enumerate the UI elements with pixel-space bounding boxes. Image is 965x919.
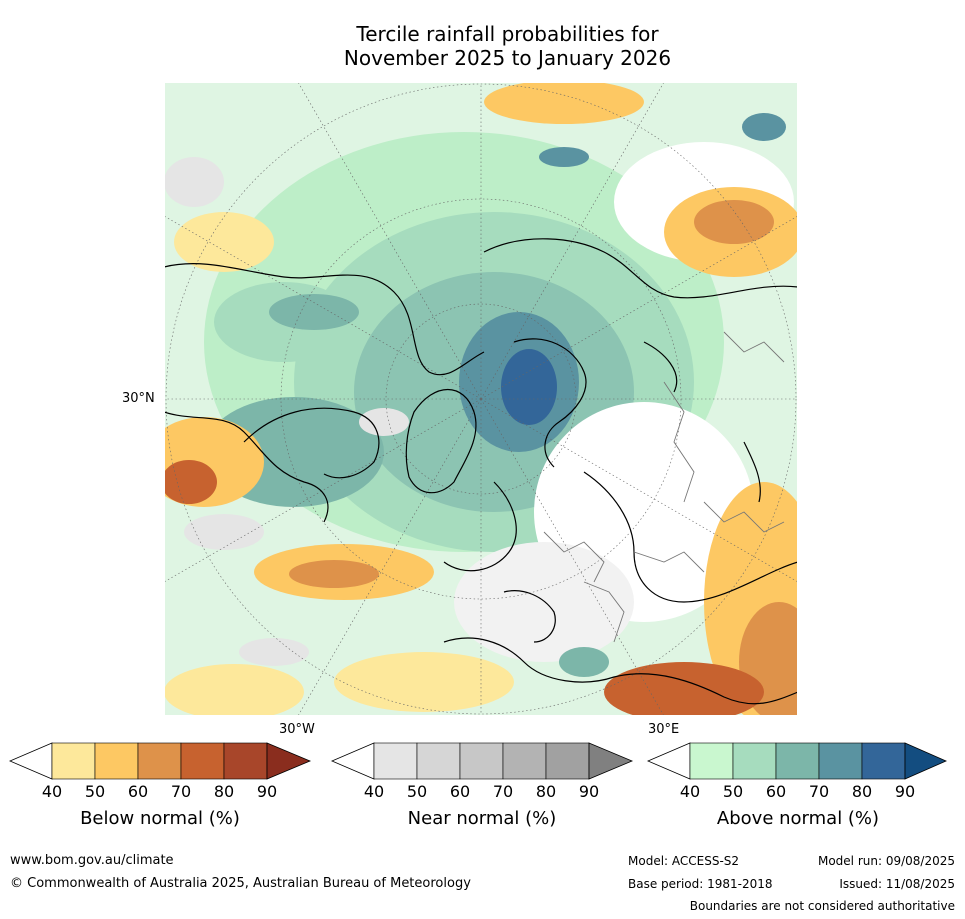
colorbar-near-tick: 90 (578, 782, 600, 801)
colorbar-near-seg-4 (502, 742, 547, 780)
footer-model-run: Model run: 09/08/2025 (817, 854, 955, 868)
coastlines (164, 238, 798, 705)
map-svg (164, 82, 798, 716)
latitude-label: 30°N (122, 391, 155, 406)
colorbar-above-high-arrow (904, 742, 947, 780)
colorbar-below-seg-5 (223, 742, 268, 780)
colorbar-below-seg-3 (137, 742, 182, 780)
colorbar-near-high-arrow (588, 742, 634, 780)
title-line-1: Tercile rainfall probabilities for (356, 22, 659, 46)
colorbar-below-tick: 60 (127, 782, 149, 801)
colorbar-near-tick: 70 (492, 782, 514, 801)
colorbar-below-normal (8, 742, 312, 780)
probability-shading (164, 82, 798, 716)
colorbar-near-tick: 40 (363, 782, 385, 801)
colorbar-above-title: Above normal (%) (716, 808, 880, 829)
colorbar-below-tick: 90 (256, 782, 278, 801)
footer-url: www.bom.gov.au/climate (10, 853, 174, 868)
colorbar-near-seg-1 (373, 742, 418, 780)
colorbar-below-tick: 40 (41, 782, 63, 801)
footer-base-period: Base period: 1981-2018 (628, 877, 773, 891)
colorbar-below-seg-2 (94, 742, 139, 780)
colorbar-near-tick: 80 (535, 782, 557, 801)
colorbar-above-svg (646, 742, 947, 780)
colorbar-below-tick: 80 (213, 782, 235, 801)
colorbar-near-tick: 50 (406, 782, 428, 801)
colorbar-below-low-arrow (8, 742, 53, 780)
colorbar-above-tick: 80 (851, 782, 873, 801)
colorbar-near-svg (330, 742, 634, 780)
colorbar-above-tick: 40 (679, 782, 701, 801)
colorbar-near-low-arrow (330, 742, 375, 780)
colorbar-near-tick: 60 (449, 782, 471, 801)
colorbar-below-seg-4 (180, 742, 225, 780)
colorbar-above-seg-3 (775, 742, 820, 780)
colorbar-below-seg-1 (51, 742, 96, 780)
colorbar-below-tick: 70 (170, 782, 192, 801)
colorbar-above-seg-5 (861, 742, 906, 780)
colorbar-above-normal (646, 742, 948, 780)
polar-probability-map (164, 82, 798, 716)
footer-model: Model: ACCESS-S2 (628, 854, 740, 868)
colorbar-below-high-arrow (266, 742, 312, 780)
colorbar-near-seg-2 (416, 742, 461, 780)
colorbar-near-normal (330, 742, 634, 780)
colorbar-above-seg-4 (818, 742, 863, 780)
map-title: Tercile rainfall probabilities for Novem… (0, 22, 965, 70)
footer-disclaimer: Boundaries are not considered authoritat… (689, 899, 955, 913)
colorbar-above-tick: 90 (894, 782, 916, 801)
footer-issued: Issued: 11/08/2025 (839, 877, 955, 891)
colorbar-above-seg-1 (689, 742, 734, 780)
longitude-label-west: 30°W (279, 722, 315, 737)
colorbar-below-svg (8, 742, 312, 780)
graticule (164, 82, 798, 716)
colorbar-above-tick: 60 (765, 782, 787, 801)
colorbar-above-low-arrow (646, 742, 691, 780)
colorbar-near-seg-5 (545, 742, 590, 780)
colorbar-near-seg-3 (459, 742, 504, 780)
colorbar-below-tick: 50 (84, 782, 106, 801)
colorbar-below-title: Below normal (%) (80, 808, 240, 829)
colorbar-near-title: Near normal (%) (407, 808, 557, 829)
colorbar-above-tick: 70 (808, 782, 830, 801)
country-borders (543, 331, 785, 643)
colorbar-above-tick: 50 (722, 782, 744, 801)
footer-copyright: © Commonwealth of Australia 2025, Austra… (10, 876, 471, 891)
longitude-label-east: 30°E (648, 722, 680, 737)
colorbar-above-seg-2 (732, 742, 777, 780)
title-line-2: November 2025 to January 2026 (343, 46, 672, 70)
